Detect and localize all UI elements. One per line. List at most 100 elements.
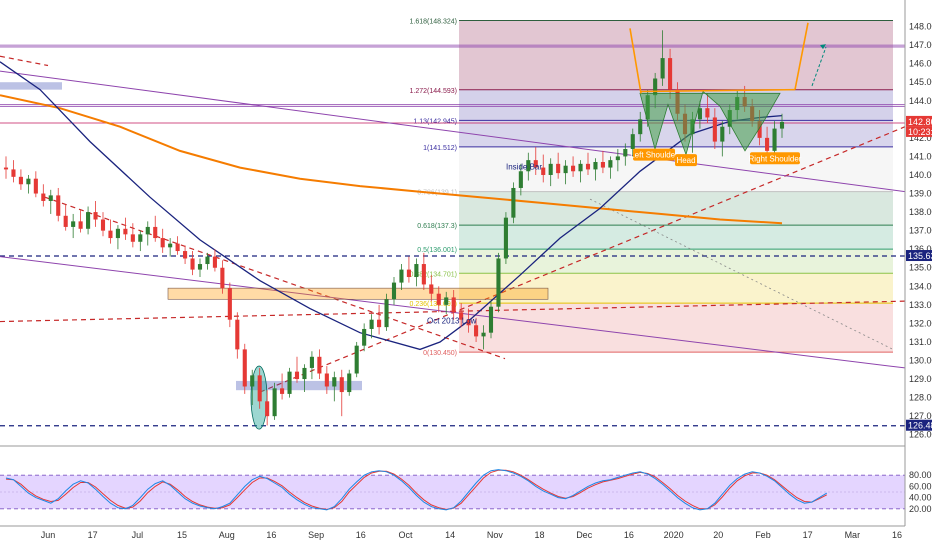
candle-body bbox=[18, 176, 23, 185]
price-tick-label: 137.000 bbox=[909, 226, 932, 236]
candle-body bbox=[436, 293, 441, 305]
zone-box bbox=[167, 287, 549, 300]
price-tick-label: 130.000 bbox=[909, 356, 932, 366]
candle-body bbox=[71, 221, 76, 227]
candle-body bbox=[638, 119, 643, 135]
candle-body bbox=[317, 356, 322, 374]
candle-body bbox=[212, 256, 217, 268]
time-tick-label: 16 bbox=[892, 530, 902, 540]
time-tick-label: 2020 bbox=[664, 530, 684, 540]
candle-body bbox=[623, 149, 628, 157]
candle-body bbox=[571, 165, 576, 172]
candle-body bbox=[772, 128, 777, 151]
candle-body bbox=[765, 137, 770, 151]
fib-zone bbox=[459, 20, 893, 90]
low-label: Oct 2013 Low bbox=[427, 316, 477, 325]
time-tick-label: Nov bbox=[487, 530, 504, 540]
candle-body bbox=[287, 371, 292, 394]
stochastic-k-line bbox=[5, 469, 828, 511]
candle-body bbox=[399, 269, 404, 283]
candle-body bbox=[511, 187, 516, 218]
right-shoulder-label-bg bbox=[750, 152, 800, 165]
grid-lines bbox=[0, 44, 905, 427]
time-tick-label: 16 bbox=[356, 530, 366, 540]
fib-level-label: 1.272(144.593) bbox=[410, 88, 457, 95]
candle-body bbox=[541, 167, 546, 175]
time-tick-label: Mar bbox=[845, 530, 861, 540]
candle-body bbox=[503, 217, 508, 259]
candle-body bbox=[429, 284, 434, 294]
fib-level-label: 1.618(148.324) bbox=[410, 19, 457, 26]
price-tick-label: 141.000 bbox=[909, 151, 932, 161]
price-tick-label: 136.000 bbox=[909, 244, 932, 254]
candle-body bbox=[3, 167, 9, 170]
candle-body bbox=[526, 160, 531, 172]
candle-body bbox=[615, 156, 620, 161]
trendline bbox=[0, 70, 906, 193]
candle-body bbox=[712, 117, 717, 142]
candle-body bbox=[369, 319, 374, 329]
candle-body bbox=[406, 269, 411, 278]
candle-body bbox=[175, 243, 180, 252]
candle-body bbox=[153, 226, 158, 239]
candle-body bbox=[757, 121, 762, 138]
candle-body bbox=[190, 258, 195, 270]
price-tick-label: 147.000 bbox=[909, 40, 932, 50]
candle-body bbox=[183, 251, 188, 259]
projection-line bbox=[629, 28, 642, 94]
candle-body bbox=[138, 234, 143, 242]
price-tick-label: 142.000 bbox=[909, 133, 932, 143]
price-tick-label: 132.000 bbox=[909, 318, 932, 328]
candle-body bbox=[257, 375, 262, 402]
candle-body bbox=[459, 312, 464, 320]
candle-body bbox=[488, 306, 494, 333]
candle-body bbox=[168, 243, 173, 248]
stochastic-d-line bbox=[5, 469, 828, 510]
candle-body bbox=[41, 193, 46, 201]
price-tick-label: 126.000 bbox=[909, 430, 932, 440]
candle-body bbox=[160, 238, 165, 248]
level-tag-bg bbox=[906, 419, 932, 431]
candle-body bbox=[474, 325, 479, 337]
fib-zone bbox=[459, 303, 893, 353]
price-tick-label: 148.000 bbox=[909, 22, 932, 32]
fib-level-label: 0(130.450) bbox=[423, 350, 457, 357]
time-tick-label: 18 bbox=[535, 530, 545, 540]
target-arrow bbox=[811, 46, 827, 87]
candle-body bbox=[354, 345, 359, 374]
right-shoulder-label: Right Shoulder bbox=[749, 154, 802, 163]
candle-body bbox=[384, 299, 389, 328]
level-tag: 126.485 bbox=[908, 421, 932, 431]
candle-body bbox=[593, 161, 598, 170]
time-tick-label: 15 bbox=[177, 530, 187, 540]
fib-level-label: 0.382(134.701) bbox=[410, 271, 457, 278]
fib-level-label: 0.5(136.001) bbox=[417, 247, 457, 254]
stochastic-tick-label: 20.00 bbox=[909, 504, 932, 514]
candle-body bbox=[26, 178, 31, 185]
current-price-tag-bg bbox=[906, 115, 932, 127]
candle-body bbox=[302, 367, 307, 380]
stochastic-tick-label: 80.00 bbox=[909, 470, 932, 480]
candle-body bbox=[56, 195, 61, 216]
fib-zone bbox=[459, 249, 893, 274]
candle-body bbox=[496, 258, 501, 307]
candle-body bbox=[444, 297, 449, 305]
candles bbox=[3, 30, 785, 426]
candle-body bbox=[548, 163, 553, 175]
time-tick-label: Sep bbox=[308, 530, 324, 540]
candle-body bbox=[377, 319, 382, 328]
candle-body bbox=[563, 165, 568, 174]
time-tick-label: Aug bbox=[219, 530, 235, 540]
candle-body bbox=[272, 388, 277, 417]
moving-average-line bbox=[0, 94, 783, 225]
price-tick-label: 135.000 bbox=[909, 263, 932, 273]
left-shoulder-label-bg bbox=[633, 148, 675, 161]
candle-body bbox=[697, 108, 702, 120]
candle-body bbox=[78, 221, 83, 229]
candle-body bbox=[705, 108, 710, 118]
candle-body bbox=[339, 377, 344, 393]
neckline bbox=[639, 88, 796, 93]
